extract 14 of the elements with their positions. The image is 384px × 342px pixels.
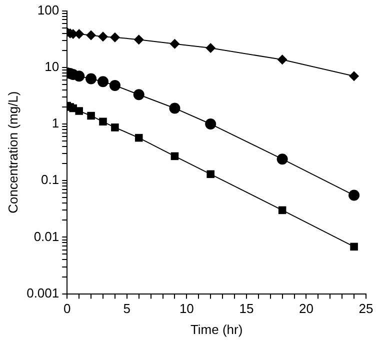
y-tick-label: 100 — [37, 2, 60, 18]
x-tick-label: 10 — [179, 301, 194, 316]
x-tick-label: 25 — [358, 301, 374, 316]
x-tick-label: 0 — [64, 301, 71, 316]
y-tick-label: 0.01 — [34, 228, 60, 244]
y-tick-label: 10 — [44, 58, 60, 74]
y-tick-label: 1 — [52, 116, 60, 131]
x-axis-title: Time (hr) — [190, 322, 243, 337]
x-tick-label: 15 — [239, 301, 254, 316]
x-tick-label: 20 — [298, 301, 314, 316]
y-axis-title: Concentration (mg/L) — [5, 91, 20, 214]
y-tick-label: 0.001 — [26, 285, 60, 300]
y-tick-label: 0.1 — [41, 172, 60, 188]
x-tick-label: 5 — [123, 301, 131, 316]
